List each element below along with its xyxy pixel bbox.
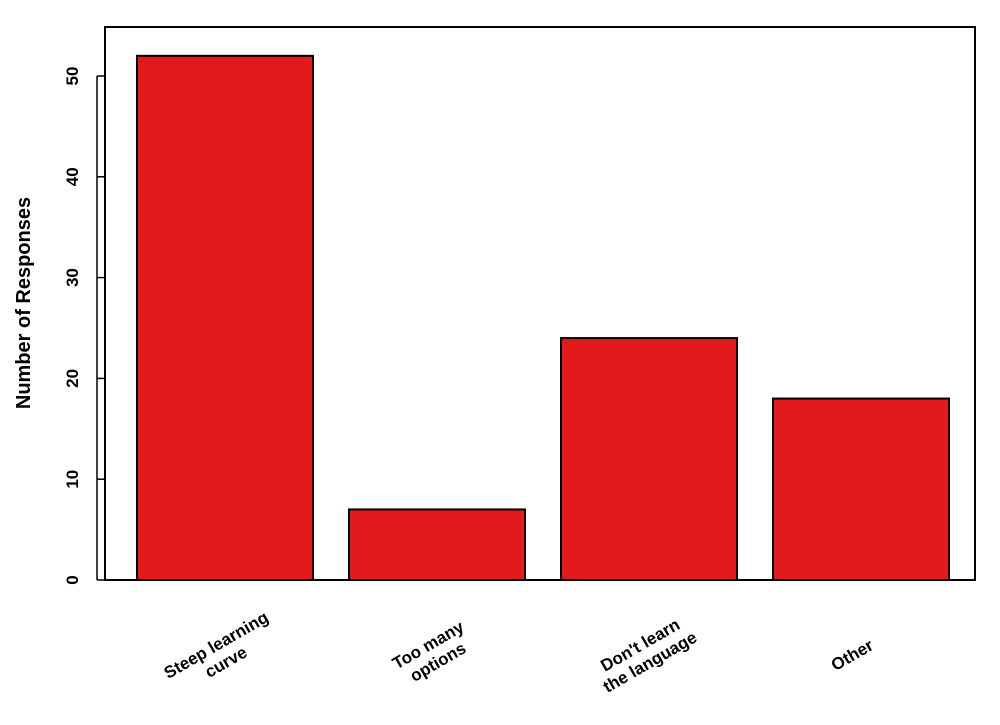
bar xyxy=(136,54,314,581)
y-tick-label: 10 xyxy=(63,470,82,489)
x-tick-label: Don't learnthe language xyxy=(590,611,700,697)
x-tick-label: Other xyxy=(828,635,877,674)
bar xyxy=(348,508,526,581)
y-tick-label: 0 xyxy=(63,575,82,584)
y-tick-label: 40 xyxy=(63,167,82,186)
y-tick-label: 20 xyxy=(63,369,82,388)
y-axis-label: Number of Responses xyxy=(13,197,35,409)
plot-frame xyxy=(104,26,976,581)
bar xyxy=(772,397,950,582)
y-tick-label: 50 xyxy=(63,67,82,86)
x-tick-label: Too manyoptions xyxy=(389,617,477,690)
bar xyxy=(560,337,738,581)
y-tick-label: 30 xyxy=(63,268,82,287)
x-tick-label: Steep learningcurve xyxy=(161,608,282,700)
